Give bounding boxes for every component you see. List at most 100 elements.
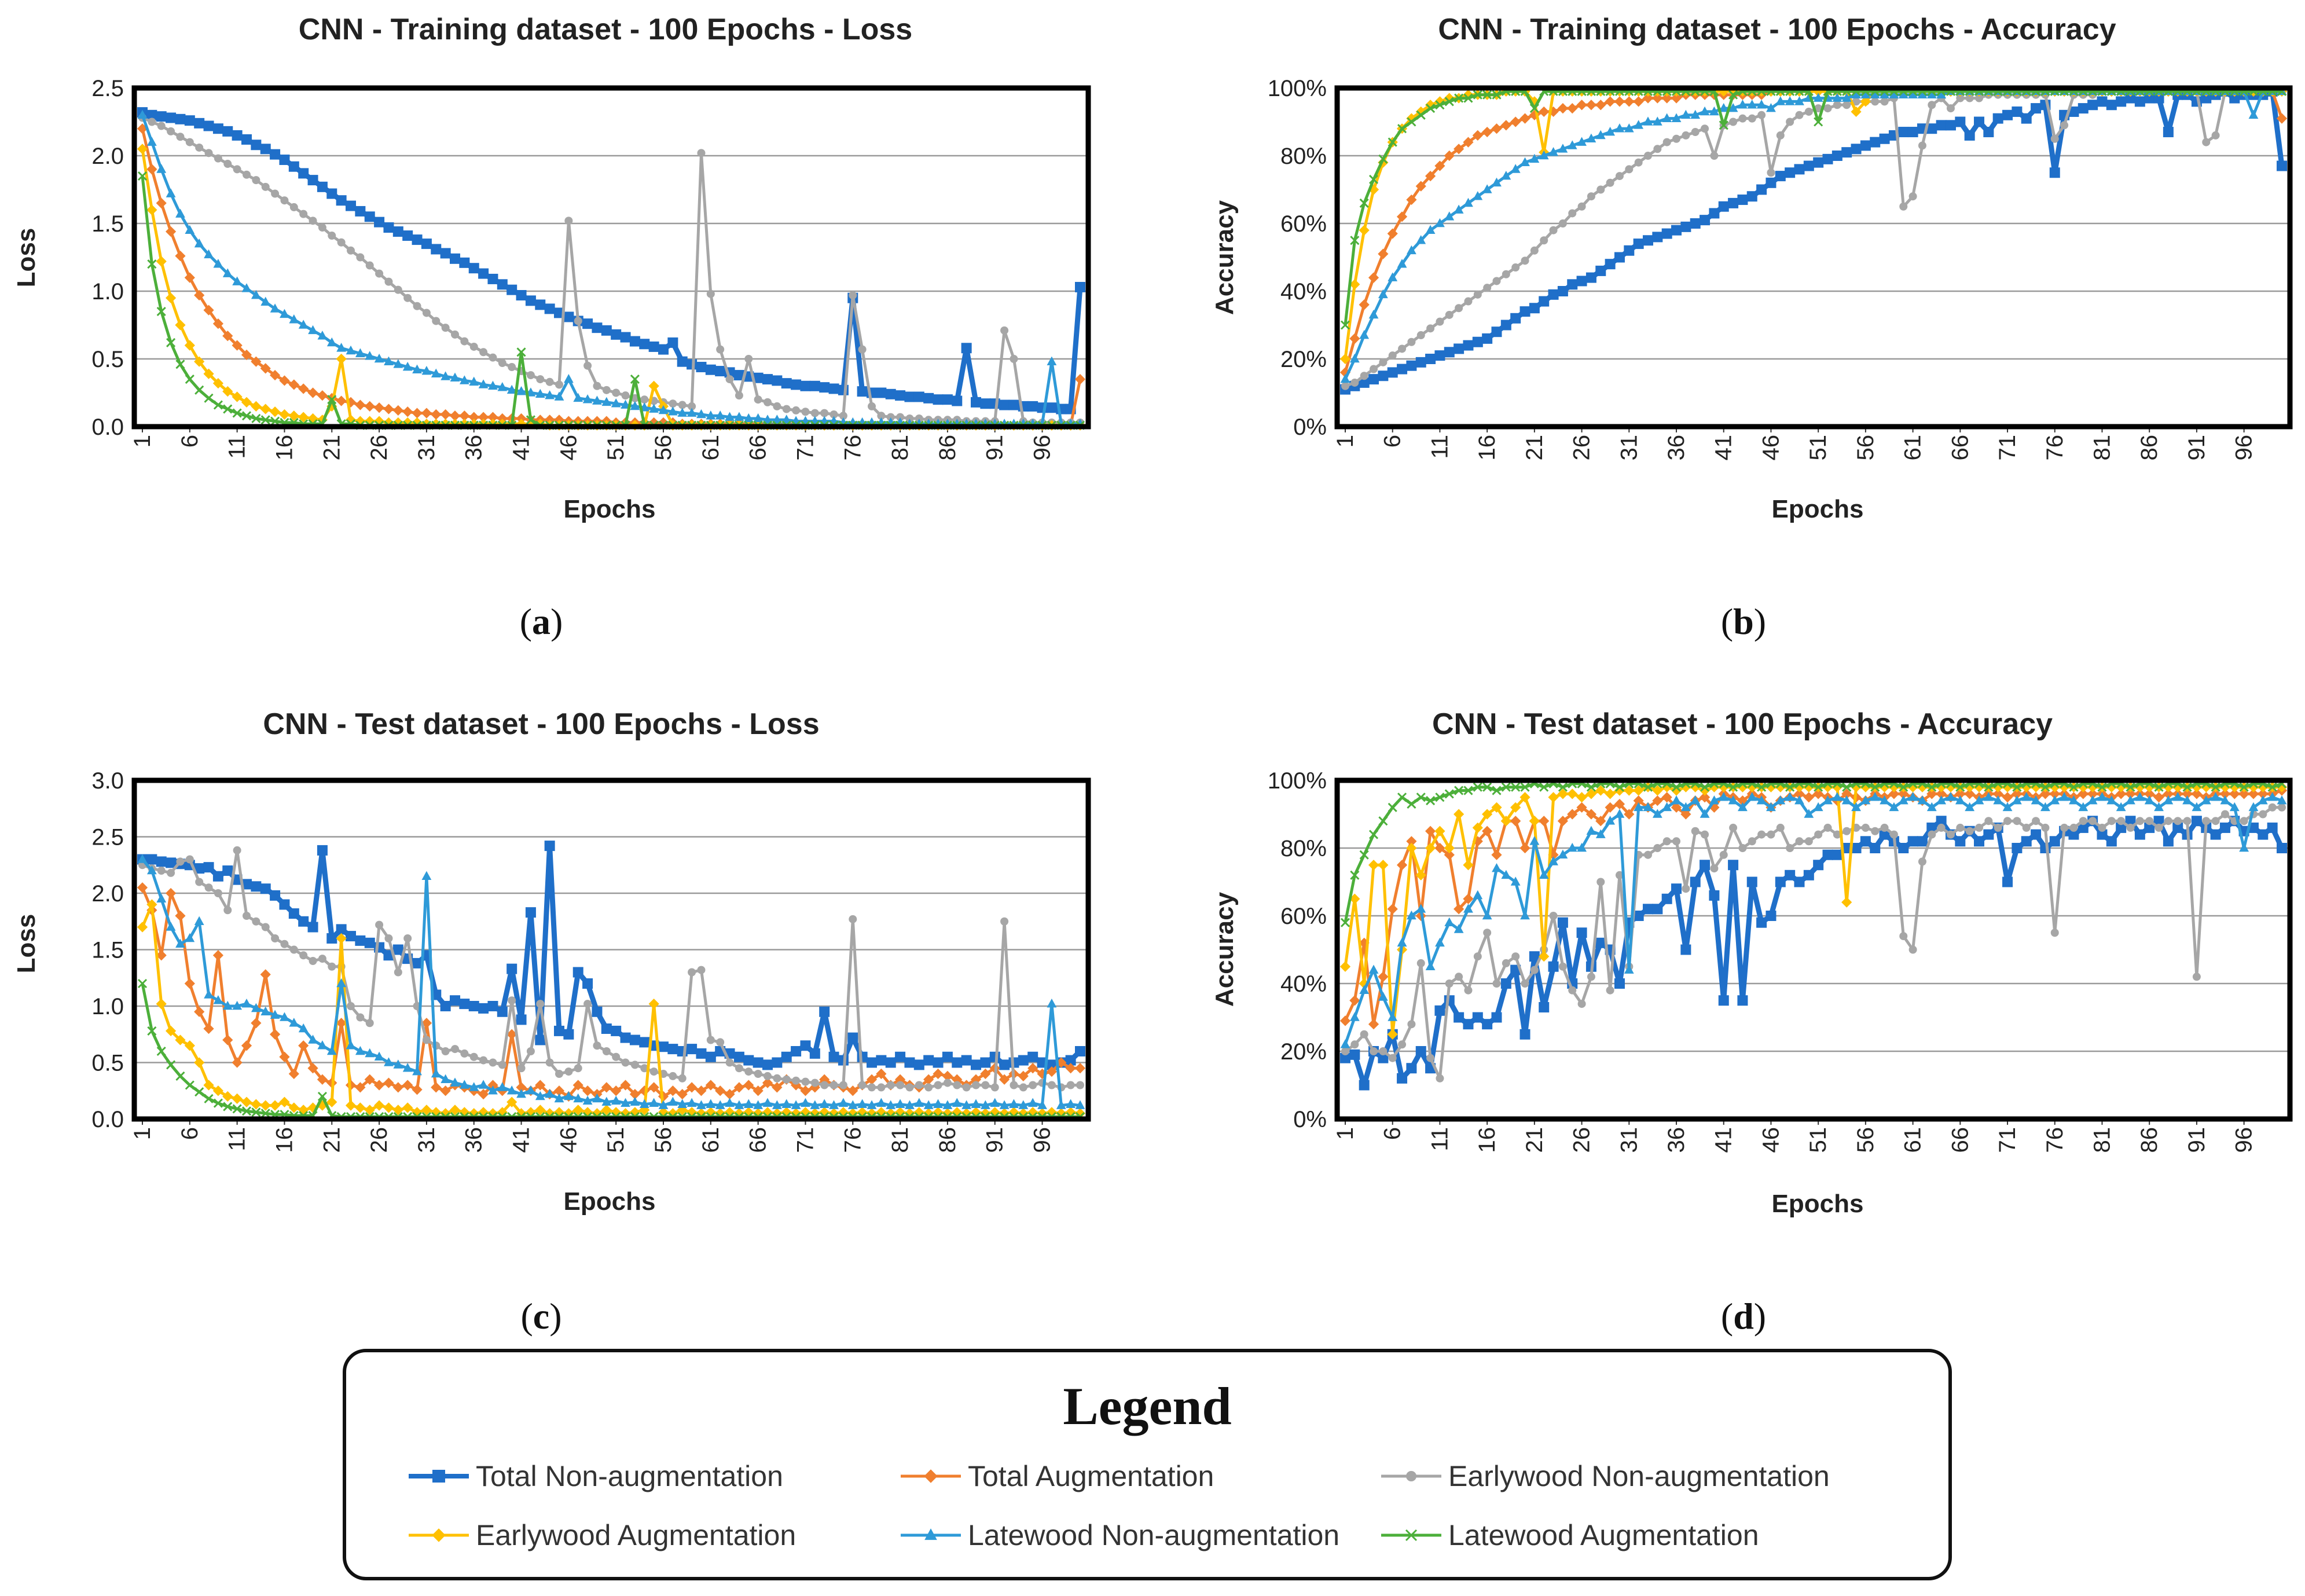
data-point — [2079, 817, 2087, 825]
data-point — [1009, 1099, 1019, 1108]
data-point — [1682, 885, 1690, 893]
data-point — [733, 1051, 744, 1062]
data-point — [166, 112, 177, 123]
data-point — [1388, 272, 1398, 281]
data-point — [1557, 917, 1568, 928]
data-point — [412, 408, 423, 419]
data-point — [1614, 978, 1625, 989]
data-point — [2032, 817, 2040, 825]
data-point — [308, 325, 318, 335]
data-point — [222, 1034, 233, 1045]
data-point — [185, 933, 195, 942]
data-point — [1871, 97, 1880, 106]
data-point — [1435, 793, 1445, 802]
data-point — [649, 1067, 658, 1076]
data-point — [307, 175, 318, 186]
data-point — [828, 1051, 839, 1062]
x-tick-label: 91 — [982, 435, 1008, 461]
data-point — [1492, 177, 1502, 187]
data-point — [402, 1080, 413, 1091]
x-tick-label: 76 — [840, 435, 865, 461]
data-point — [1019, 1083, 1027, 1092]
data-point — [146, 137, 157, 146]
data-point — [326, 188, 337, 199]
data-point — [772, 375, 783, 386]
data-point — [1586, 825, 1596, 835]
data-point — [450, 1077, 460, 1087]
data-point — [506, 384, 517, 394]
data-point — [327, 395, 337, 405]
data-point — [1407, 799, 1416, 809]
data-point — [328, 232, 336, 240]
x-tick-label: 76 — [2042, 1127, 2068, 1153]
x-tick-label: 66 — [1947, 1127, 1973, 1153]
data-point — [990, 1098, 1000, 1107]
data-point — [1066, 1099, 1076, 1108]
data-point — [706, 1036, 715, 1044]
data-point — [450, 253, 460, 264]
y-tick-label: 1.5 — [91, 938, 124, 963]
data-point — [1652, 116, 1662, 126]
data-point — [1577, 1000, 1586, 1008]
data-point — [999, 399, 1010, 410]
data-point — [156, 307, 166, 317]
data-point — [1539, 106, 1550, 118]
data-point — [232, 1093, 243, 1104]
data-point — [772, 1100, 782, 1109]
data-point — [260, 1109, 270, 1118]
data-point — [1634, 120, 1644, 129]
data-point — [1378, 370, 1389, 381]
data-point — [1766, 177, 1777, 188]
data-point — [1473, 90, 1482, 100]
data-point — [2163, 127, 2174, 138]
data-point — [167, 127, 175, 135]
data-point — [156, 111, 167, 122]
data-point — [2116, 822, 2127, 833]
data-point — [355, 399, 366, 410]
data-point — [1624, 964, 1634, 974]
x-tick-label: 51 — [1805, 1127, 1831, 1153]
data-point — [554, 391, 564, 401]
data-point — [1642, 904, 1653, 915]
data-point — [1965, 827, 1974, 835]
data-point — [2022, 823, 2031, 832]
data-point — [923, 392, 934, 403]
data-point — [744, 355, 753, 363]
data-point — [1529, 303, 1540, 314]
data-point — [858, 1081, 867, 1089]
data-point — [1700, 860, 1711, 871]
data-point — [677, 356, 688, 367]
data-point — [952, 1074, 963, 1085]
data-point — [1444, 97, 1454, 107]
data-point — [1605, 788, 1616, 799]
data-point — [1710, 864, 1719, 873]
data-point — [1491, 123, 1502, 134]
data-point — [1614, 809, 1625, 818]
data-point — [478, 268, 489, 279]
data-point — [1540, 236, 1548, 245]
x-tick-label: 71 — [792, 435, 818, 461]
series-earlywood-non-augmentation — [138, 846, 1084, 1092]
data-point — [999, 1100, 1010, 1109]
x-tick-label: 11 — [225, 435, 250, 459]
data-point — [2211, 817, 2220, 825]
data-point — [165, 887, 177, 899]
data-point — [753, 372, 764, 383]
data-point — [1871, 827, 1880, 835]
data-point — [1557, 816, 1568, 827]
series-latewood-augmentation — [1340, 86, 2287, 330]
data-point — [526, 415, 535, 425]
x-tick-label: 61 — [698, 1127, 724, 1153]
data-point — [1928, 830, 1936, 839]
data-point — [308, 1034, 318, 1044]
legend-marker — [901, 1469, 961, 1483]
data-point — [307, 922, 318, 933]
data-point — [2031, 795, 2041, 805]
data-point — [288, 1102, 299, 1113]
y-tick-label: 100% — [1268, 76, 1327, 101]
data-point — [2031, 829, 2042, 840]
data-point — [1860, 836, 1871, 847]
data-point — [1691, 827, 1700, 835]
data-point — [1625, 165, 1634, 174]
data-point — [1539, 869, 1549, 879]
